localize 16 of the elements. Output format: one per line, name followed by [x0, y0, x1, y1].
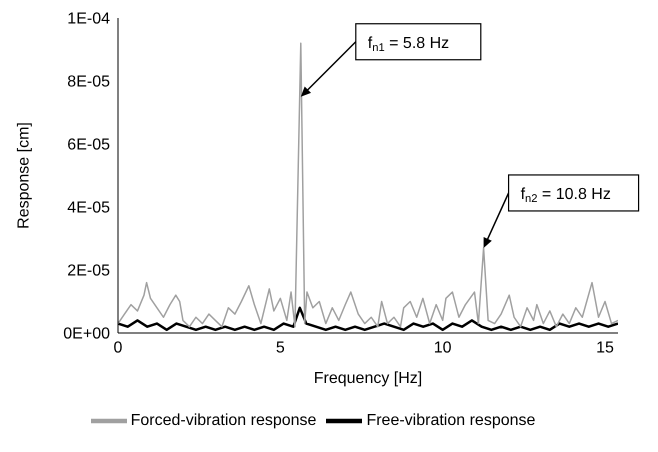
y-tick-label: 6E-05: [67, 136, 110, 154]
y-tick-label: 0E+00: [63, 326, 110, 343]
y-tick-label: 8E-05: [67, 74, 110, 91]
y-tick-label: 2E-05: [67, 262, 110, 280]
y-tick-label: 1E-04: [67, 10, 110, 28]
annotation: f$_{n2}$ = 10.8 Hz: [520, 186, 611, 206]
y-tick-label: 4E-05: [67, 200, 110, 217]
x-tick-label: 5: [276, 339, 285, 356]
x-tick-label: 15: [596, 339, 614, 356]
y-axis-title: Response [cm]: [16, 122, 33, 229]
x-tick-label: 0: [114, 339, 123, 356]
x-tick-label: 10: [434, 339, 452, 356]
annotation: f$_{n1}$ = 5.8 Hz: [368, 34, 450, 54]
x-axis-title: Frequency [Hz]: [314, 370, 422, 387]
legend-label: Free-vibration response: [366, 412, 536, 430]
legend-label: Forced-vibration response: [130, 412, 316, 430]
